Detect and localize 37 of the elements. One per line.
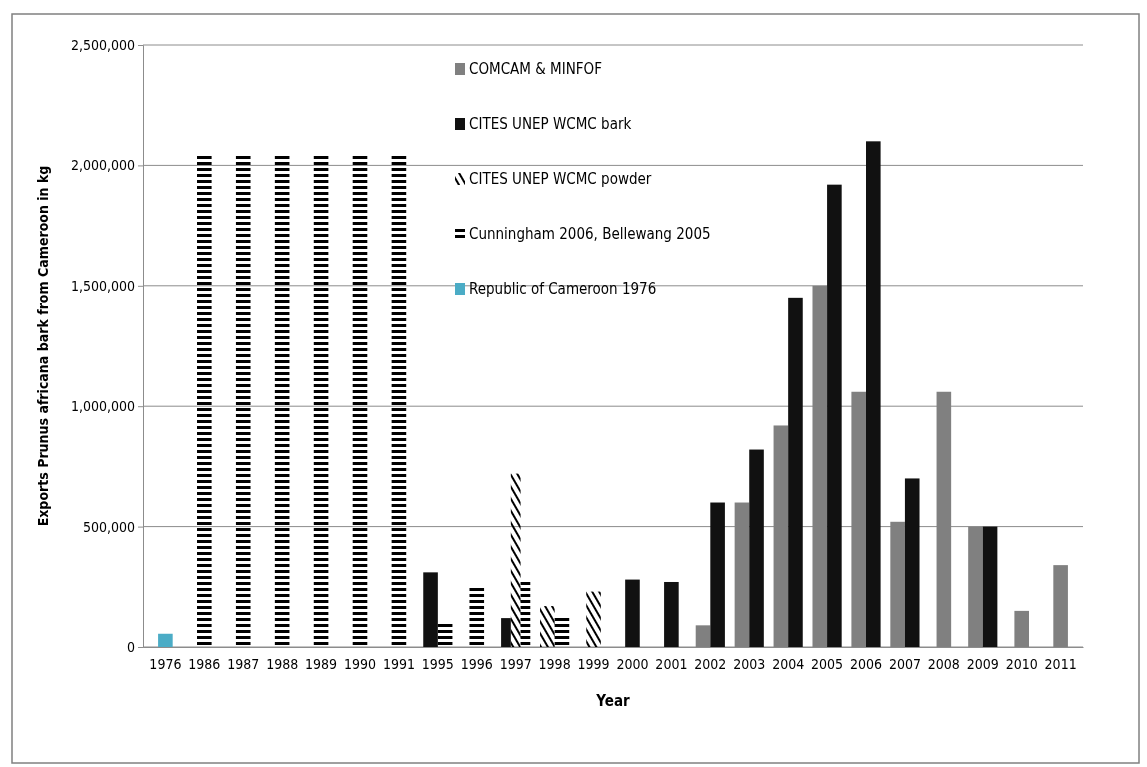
x-tick-label: 1998 [538,655,571,672]
x-tick-label: 2005 [811,655,844,672]
x-axis-title: Year [595,692,630,710]
legend-label: Republic of Cameroon 1976 [469,280,657,298]
legend-label: CITES UNEP WCMC bark [469,115,632,133]
x-tick-label: 2003 [733,655,766,672]
legend-label: Cunningham 2006, Bellewang 2005 [469,225,711,243]
x-tick-label: 2007 [888,655,921,672]
x-tick-label: 2011 [1044,655,1077,672]
x-tick-label: 2004 [772,655,805,672]
y-tick-label: 0 [126,638,135,655]
x-tick-label: 1990 [343,655,377,672]
x-tick-label: 2010 [1005,655,1038,672]
x-tick-label: 1987 [227,655,260,672]
x-tick-label: 1999 [577,655,610,672]
y-tick-label: 1,500,000 [70,277,135,294]
x-tick-label: 1995 [421,655,454,672]
y-axis-title: Exports Prunus africana bark from Cameroon in kg [35,165,51,527]
x-tick-label: 1989 [305,655,338,672]
x-tick-label: 2001 [655,655,688,672]
x-tick-label: 1997 [499,655,532,672]
x-tick-label: 1986 [188,655,221,672]
y-tick-label: 1,000,000 [70,398,135,415]
y-tick-label: 2,000,000 [70,157,135,174]
x-tick-label: 1991 [382,655,415,672]
x-tick-label: 2002 [694,655,727,672]
legend-label: CITES UNEP WCMC powder [469,170,652,188]
x-tick-label: 1988 [266,655,299,672]
x-tick-label: 2006 [849,655,883,672]
x-tick-label: 2008 [927,655,960,672]
legend-label: COMCAM & MINFOF [469,60,602,78]
x-tick-label: 2009 [966,655,999,672]
y-tick-label: 2,500,000 [70,36,135,53]
y-tick-label: 500,000 [82,518,135,535]
x-tick-label: 1976 [149,655,182,672]
x-tick-label: 1996 [460,655,493,672]
x-tick-label: 2000 [616,655,649,672]
